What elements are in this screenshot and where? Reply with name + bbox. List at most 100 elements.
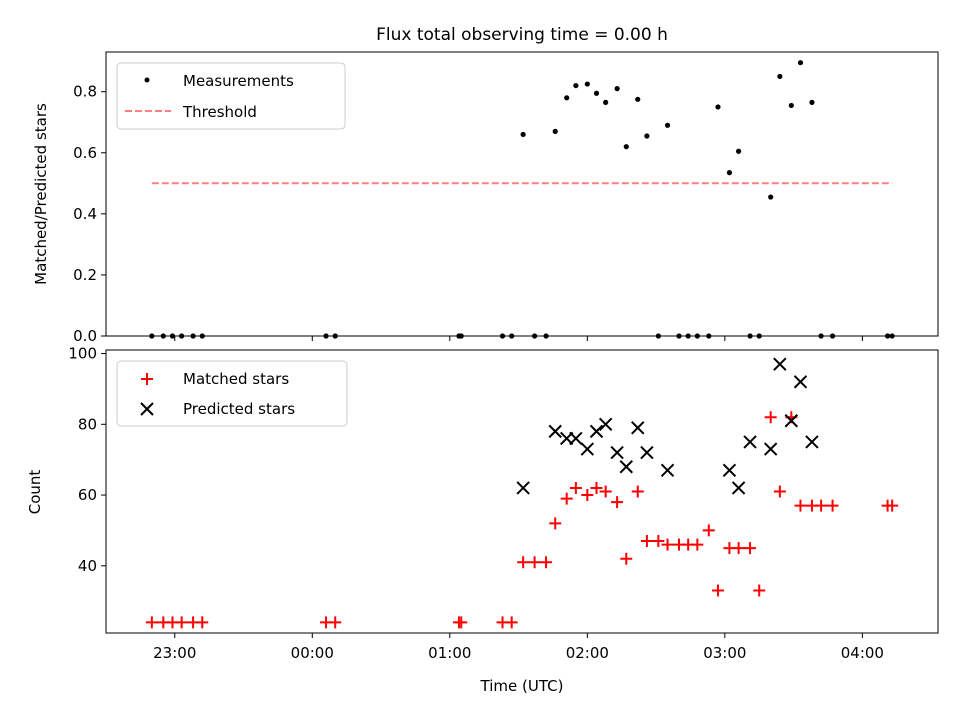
matched-star-point (773, 485, 786, 498)
x-tick-label: 00:00 (291, 644, 334, 662)
top-y-tick-label: 0.2 (73, 266, 97, 284)
matched-star-point (549, 517, 562, 530)
predicted-star-point (610, 445, 624, 460)
top-legend: Measurements Threshold (116, 62, 346, 130)
top-plot-frame (105, 51, 939, 337)
predicted-star-point (743, 435, 757, 449)
matched-star-point (702, 524, 715, 537)
bottom-plot-frame (105, 349, 939, 634)
predicted-star-point (763, 442, 778, 456)
measurement-point (809, 99, 815, 105)
measurement-point (797, 60, 804, 66)
x-tick-label: 03:00 (703, 644, 746, 662)
measurement-point (715, 104, 721, 110)
bottom-panel: 40 60 80 100 23:00 00:00 01:00 02:00 03:00 04:00… (26, 336, 939, 695)
measurement-point (788, 102, 794, 109)
x-tick-label: 02:00 (566, 644, 609, 662)
measurement-point (768, 194, 774, 200)
matched-star-point (590, 481, 603, 494)
matched-star-point (652, 535, 665, 548)
matched-star-point (620, 552, 633, 565)
matched-star-point (175, 616, 188, 629)
matched-star-point (196, 616, 209, 629)
matched-star-point (631, 485, 644, 498)
measurement-point (593, 90, 600, 96)
matched-star-point (744, 542, 757, 555)
bottom-y-tick-label: 40 (78, 557, 97, 575)
matched-star-point (611, 496, 624, 509)
bottom-plot-marks (145, 357, 899, 629)
matched-star-point (815, 499, 828, 512)
bottom-y-tick-label: 80 (78, 415, 97, 433)
legend-matched-label: Matched stars (183, 370, 289, 388)
measurement-point (777, 73, 783, 80)
matched-star-point (329, 616, 342, 629)
top-y-tick-label: 0.8 (73, 83, 97, 101)
bottom-legend-box (116, 360, 348, 427)
legend-measurements-label: Measurements (183, 72, 294, 90)
bottom-y-tick-label: 60 (78, 486, 97, 504)
measurement-point (726, 170, 733, 176)
top-y-tick-label: 0.0 (73, 327, 97, 345)
matched-star-point (560, 492, 573, 505)
predicted-star-point (619, 460, 633, 474)
predicted-star-point (731, 481, 746, 495)
predicted-star-point (569, 431, 583, 446)
matched-star-point (581, 489, 594, 502)
measurement-point (552, 128, 558, 134)
measurement-point (623, 144, 629, 150)
matched-star-point (826, 499, 839, 512)
matched-star-point (732, 542, 745, 555)
top-y-tick-label: 0.6 (73, 144, 97, 162)
matched-star-point (764, 411, 777, 424)
predicted-star-point (640, 445, 654, 460)
measurement-point (614, 86, 620, 92)
legend-threshold-label: Threshold (182, 103, 257, 121)
x-tick-label: 01:00 (428, 644, 471, 662)
predicted-star-point (722, 463, 737, 477)
matched-star-point (886, 499, 899, 512)
predicted-star-point (784, 414, 799, 428)
predicted-star-point (589, 424, 604, 439)
x-axis: 23:00 00:00 01:00 02:00 03:00 04:00 (153, 336, 884, 662)
predicted-star-point (805, 435, 819, 449)
predicted-star-point (516, 481, 530, 495)
measurement-point (520, 131, 526, 138)
matched-star-point (691, 538, 704, 551)
matched-star-point (455, 616, 468, 629)
measurement-point (573, 82, 579, 89)
top-y-axis-label: Matched/Predicted stars (32, 103, 50, 285)
measurement-point (644, 133, 650, 139)
measurement-point (635, 96, 641, 102)
x-tick-label: 23:00 (153, 644, 196, 662)
matched-star-point (145, 616, 158, 629)
measurement-point (584, 81, 590, 87)
measurement-point (664, 122, 671, 128)
top-y-axis: 0.0 0.2 0.4 0.6 0.8 (73, 83, 106, 345)
legend-predicted-label: Predicted stars (183, 400, 295, 418)
measurement-point (564, 95, 570, 101)
matched-star-point (753, 584, 766, 597)
matched-star-point (794, 499, 807, 512)
legend-measurements-marker (144, 77, 150, 83)
predicted-star-point (793, 375, 808, 389)
predicted-star-point (631, 421, 645, 435)
matched-star-point (517, 556, 530, 569)
measurement-point (603, 99, 609, 105)
matched-star-point (599, 485, 612, 498)
predicted-star-point (773, 357, 787, 371)
top-panel: 0.00.20.40.60.8 Matched/Predicted stars … (32, 51, 939, 345)
predicted-star-point (548, 424, 562, 439)
matched-star-point (640, 535, 653, 548)
bottom-y-axis-label: Count (26, 470, 44, 515)
bottom-y-tick-label: 100 (68, 345, 97, 363)
top-legend-box (116, 62, 346, 130)
predicted-star-point (660, 463, 675, 477)
matched-star-point (540, 556, 553, 569)
x-axis-label: Time (UTC) (480, 677, 564, 695)
bottom-y-axis: 40 60 80 100 (68, 345, 106, 575)
bottom-legend: Matched stars Predicted stars (116, 360, 348, 427)
x-tick-label: 04:00 (841, 644, 884, 662)
predicted-star-point (580, 442, 595, 456)
